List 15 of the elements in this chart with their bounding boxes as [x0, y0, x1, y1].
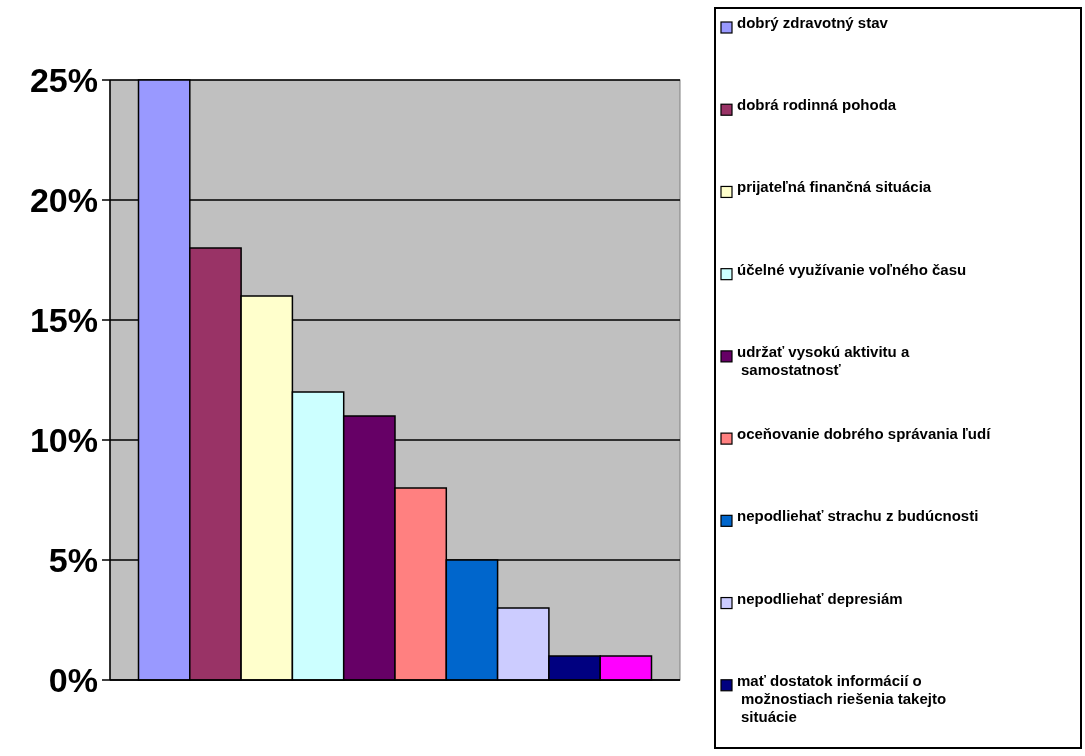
- legend-label: mať dostatok informácií o možnostiach riešenia takejto situácie: [737, 671, 947, 725]
- legend-label: nepodliehať strachu z budúcnosti: [737, 507, 979, 525]
- legend-label: dobrá rodinná pohoda: [737, 96, 897, 114]
- y-tick-label: 10%: [29, 420, 98, 459]
- y-tick-label: 15%: [29, 300, 98, 339]
- legend-label: nepodliehať depresiám: [737, 589, 903, 607]
- y-tick-label: 5%: [48, 540, 98, 579]
- y-tick-label: 0%: [48, 660, 98, 699]
- legend-label: udržať vysokú aktivitu a samostatnosť: [737, 342, 910, 378]
- legend-label: účelné využívanie voľného času: [737, 260, 967, 278]
- y-tick-label: 20%: [29, 180, 98, 219]
- legend-label: oceňovanie dobrého správania ľudí: [737, 425, 992, 443]
- legend-label: prijateľná finančná situácia: [737, 178, 932, 196]
- y-tick-label: 25%: [29, 60, 98, 99]
- legend-label: dobrý zdravotný stav: [737, 14, 889, 31]
